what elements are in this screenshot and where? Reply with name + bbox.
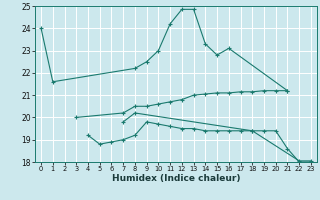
X-axis label: Humidex (Indice chaleur): Humidex (Indice chaleur) [112, 174, 240, 183]
